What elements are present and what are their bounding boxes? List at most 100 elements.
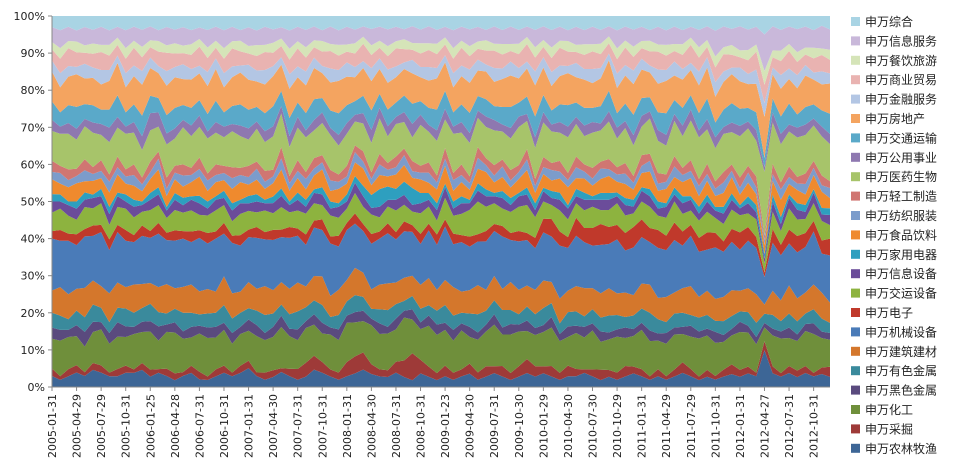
legend-swatch bbox=[851, 308, 860, 317]
y-tick-label: 40% bbox=[21, 233, 45, 246]
y-tick-label: 60% bbox=[21, 158, 45, 171]
legend-label: 申万有色金属 bbox=[865, 363, 937, 378]
x-tick-label: 2006-01-25 bbox=[144, 394, 157, 458]
legend-label: 申万综合 bbox=[865, 14, 913, 29]
x-tick-label: 2007-07-31 bbox=[292, 394, 305, 458]
x-tick-label: 2005-10-31 bbox=[120, 394, 133, 458]
legend-swatch bbox=[851, 211, 860, 220]
area-series-11 bbox=[52, 175, 830, 259]
x-tick-label: 2005-04-29 bbox=[71, 394, 84, 458]
area-series-1 bbox=[52, 350, 830, 387]
y-tick-label: 70% bbox=[21, 121, 45, 134]
legend-label: 申万农林牧渔 bbox=[865, 442, 937, 456]
legend-label: 申万金融服务 bbox=[865, 92, 937, 107]
x-tick-label: 2007-01-31 bbox=[243, 394, 256, 458]
legend-swatch bbox=[851, 94, 860, 104]
y-axis: 0% 10% 20% 30% 40% 50% 60% 70% 80% 90% 100% bbox=[14, 10, 53, 394]
x-tick-label: 2007-04-30 bbox=[267, 394, 280, 458]
legend-swatch bbox=[851, 366, 860, 376]
legend-swatch bbox=[851, 443, 860, 453]
legend-swatch bbox=[851, 249, 860, 259]
legend-swatch bbox=[851, 152, 860, 162]
legend-swatch bbox=[851, 191, 860, 201]
x-tick-label: 2007-10-31 bbox=[316, 394, 329, 458]
legend-label: 申万医药生物 bbox=[865, 170, 937, 184]
legend-swatch bbox=[851, 327, 860, 337]
y-tick-label: 10% bbox=[21, 344, 45, 357]
legend-label: 申万化工 bbox=[865, 403, 913, 417]
legend-label: 申万机械设备 bbox=[865, 324, 937, 339]
legend-swatch bbox=[851, 385, 860, 395]
legend-swatch bbox=[851, 346, 860, 356]
area-series-14 bbox=[52, 145, 830, 241]
x-tick-label: 2012-10-31 bbox=[808, 394, 821, 458]
x-tick-label: 2012-01-31 bbox=[734, 394, 747, 458]
x-tick-label: 2008-07-31 bbox=[390, 394, 403, 458]
x-tick-label: 2010-01-29 bbox=[537, 394, 550, 458]
y-tick-label: 80% bbox=[21, 84, 45, 97]
area-series-17 bbox=[52, 90, 830, 168]
legend-label: 申万建筑建材 bbox=[865, 344, 937, 359]
x-axis: 2005-01-31 2005-04-29 2005-07-29 2005-10-31… bbox=[46, 386, 830, 458]
x-tick-label: 2008-10-31 bbox=[415, 394, 428, 458]
x-tick-label: 2005-07-29 bbox=[95, 394, 108, 458]
x-tick-label: 2008-04-30 bbox=[365, 394, 378, 458]
x-tick-label: 2006-07-31 bbox=[193, 394, 206, 458]
x-tick-label: 2009-04-30 bbox=[464, 394, 477, 458]
x-tick-label: 2011-04-29 bbox=[660, 394, 673, 458]
y-tick-label: 0% bbox=[28, 381, 45, 394]
y-tick-label: 100% bbox=[14, 10, 45, 23]
area-series-21 bbox=[52, 36, 830, 85]
legend-label: 申万家用电器 bbox=[865, 247, 937, 262]
x-tick-label: 2010-10-29 bbox=[611, 394, 624, 458]
area-series-20 bbox=[52, 43, 830, 104]
legend-label: 申万黑色金属 bbox=[865, 383, 937, 398]
legend-label: 申万交运设备 bbox=[865, 286, 937, 301]
x-tick-label: 2008-01-31 bbox=[341, 394, 354, 458]
x-tick-label: 2011-07-29 bbox=[685, 394, 698, 458]
area-series-23 bbox=[52, 16, 830, 35]
legend-swatch bbox=[851, 75, 860, 85]
area-series-12 bbox=[52, 162, 830, 255]
y-tick-label: 90% bbox=[21, 47, 45, 60]
legend-label: 申万交通运输 bbox=[865, 130, 937, 145]
legend-swatch bbox=[851, 55, 860, 65]
area-series-3 bbox=[52, 317, 830, 377]
legend-swatch bbox=[851, 114, 860, 123]
x-tick-label: 2009-07-31 bbox=[488, 394, 501, 458]
legend-swatch bbox=[851, 17, 860, 26]
legend-label: 申万房地产 bbox=[865, 111, 925, 126]
x-tick-label: 2006-04-28 bbox=[169, 394, 182, 458]
x-tick-label: 2011-01-31 bbox=[636, 394, 649, 458]
area-series-22 bbox=[52, 25, 830, 71]
area-series-9 bbox=[52, 192, 830, 273]
legend-label: 申万食品饮料 bbox=[865, 227, 937, 242]
legend-label: 申万餐饮旅游 bbox=[865, 53, 937, 68]
legend-swatch bbox=[851, 36, 860, 46]
y-tick-label: 20% bbox=[21, 307, 45, 320]
area-series-15 bbox=[52, 113, 830, 236]
area-series-4 bbox=[52, 309, 830, 347]
legend-swatch bbox=[851, 269, 860, 279]
area-series-2 bbox=[52, 341, 830, 381]
legend-swatch bbox=[851, 288, 860, 298]
area-series-8 bbox=[52, 213, 830, 278]
x-tick-label: 2005-01-31 bbox=[46, 394, 59, 458]
legend-swatch bbox=[851, 424, 860, 434]
legend-swatch bbox=[851, 405, 860, 414]
legend-label: 申万轻工制造 bbox=[865, 190, 937, 204]
x-tick-label: 2009-01-23 bbox=[439, 394, 452, 458]
area-series-5 bbox=[52, 295, 830, 338]
x-tick-label: 2010-04-30 bbox=[562, 394, 575, 458]
x-tick-label: 2009-10-30 bbox=[513, 394, 526, 458]
area-series-18 bbox=[52, 60, 830, 158]
y-tick-label: 50% bbox=[21, 196, 45, 209]
legend-label: 申万信息服务 bbox=[865, 33, 937, 48]
area-series-13 bbox=[52, 152, 830, 246]
legend-label: 申万信息设备 bbox=[865, 266, 937, 281]
legend-label: 申万商业贸易 bbox=[865, 72, 937, 87]
x-tick-label: 2010-07-30 bbox=[587, 394, 600, 458]
x-tick-label: 2012-07-31 bbox=[783, 394, 796, 458]
area-series-19 bbox=[52, 53, 830, 117]
